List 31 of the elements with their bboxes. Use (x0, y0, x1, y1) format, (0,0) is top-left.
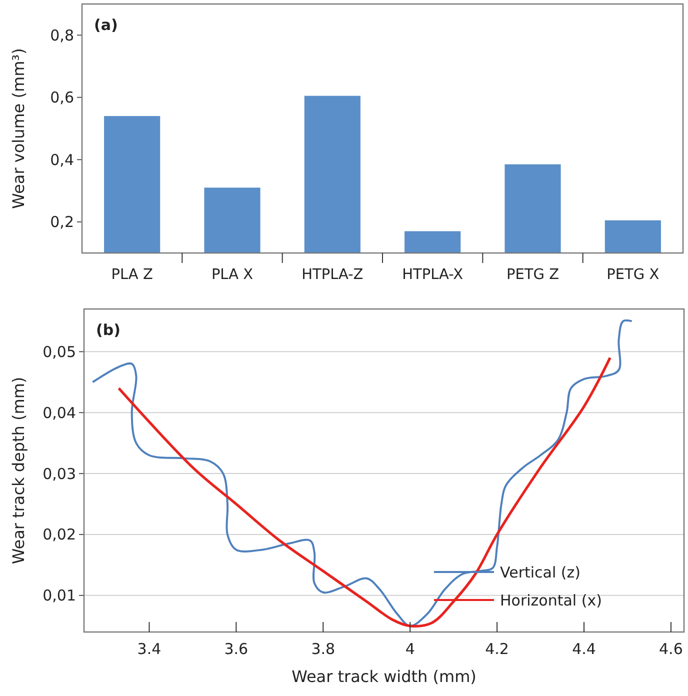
x-tick-label: PETG X (606, 267, 660, 283)
annotation: (b) (96, 321, 120, 339)
x-tick-label: PETG Z (506, 267, 560, 283)
x-tick-label: 3.8 (311, 640, 336, 658)
y-tick-label: 0,03 (42, 464, 76, 483)
legend-label: Horizontal (x) (500, 591, 602, 610)
x-tick-label: 3.6 (224, 640, 248, 658)
x-tick-label: 3.4 (137, 640, 162, 658)
x-tick-label: 4.2 (485, 640, 509, 658)
y-axis-title: Wear track depth (mm) (9, 376, 28, 564)
y-tick-label: 0,02 (42, 526, 76, 544)
y-tick-label: 0,01 (42, 586, 76, 605)
annotation: (a) (94, 16, 118, 34)
x-tick-label: 4 (405, 640, 415, 658)
y-axis-title: Wear volume (mm³) (9, 48, 28, 209)
legend-label: Vertical (z) (500, 563, 580, 582)
y-tick-label: 0,4 (50, 150, 74, 169)
x-tick-label: 4.6 (659, 640, 683, 658)
x-tick-label: HTPLA-Z (302, 267, 364, 283)
x-tick-label: PLA X (211, 267, 254, 283)
y-tick-label: 0,04 (42, 404, 76, 422)
y-tick-label: 0,2 (50, 213, 74, 232)
x-axis-title: Wear track width (mm) (292, 667, 476, 686)
y-tick-label: 0,6 (50, 88, 74, 107)
x-tick-label: 4.4 (572, 640, 596, 658)
y-tick-label: 0,8 (50, 26, 74, 44)
x-tick-label: HTPLA-X (402, 267, 464, 283)
y-tick-label: 0,05 (42, 342, 76, 361)
x-tick-label: PLA Z (111, 267, 153, 283)
line-series (117, 356, 612, 628)
line-series (92, 320, 633, 627)
